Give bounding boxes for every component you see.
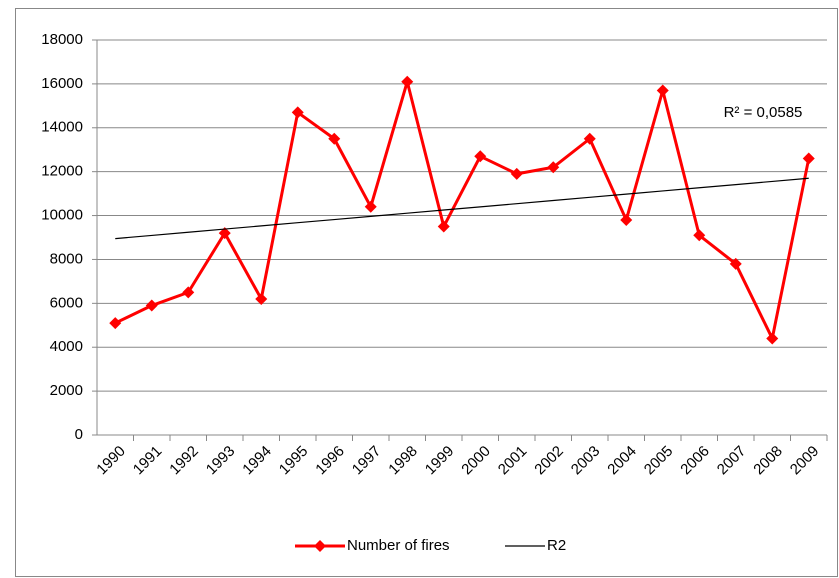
marker xyxy=(255,292,268,305)
marker xyxy=(656,84,669,97)
marker xyxy=(620,213,633,226)
marker xyxy=(766,332,779,345)
marker xyxy=(802,152,815,165)
marker xyxy=(182,286,195,299)
marker xyxy=(437,220,450,233)
series-line xyxy=(115,177,809,240)
marker xyxy=(510,167,523,180)
y-tick-label: 14000 xyxy=(41,119,83,136)
y-tick-label: 0 xyxy=(75,426,83,443)
marker xyxy=(729,257,742,270)
marker xyxy=(401,75,414,88)
marker xyxy=(693,229,706,242)
y-tick-label: 18000 xyxy=(41,31,83,48)
marker xyxy=(145,299,158,312)
y-tick-label: 8000 xyxy=(50,250,83,267)
annotation: R² = 0,0585 xyxy=(724,104,803,121)
marker xyxy=(474,150,487,163)
y-tick-label: 16000 xyxy=(41,75,83,92)
marker xyxy=(218,227,231,240)
series-line xyxy=(114,80,811,340)
chart-frame xyxy=(15,8,838,577)
legend-label: R2 xyxy=(547,537,566,554)
y-tick-label: 6000 xyxy=(50,294,83,311)
y-tick-label: 4000 xyxy=(50,338,83,355)
marker xyxy=(364,200,377,213)
marker xyxy=(583,132,596,145)
marker xyxy=(547,161,560,174)
y-tick-label: 10000 xyxy=(41,207,83,224)
y-tick-label: 12000 xyxy=(41,163,83,180)
legend-marker xyxy=(314,540,326,552)
legend-label: Number of fires xyxy=(347,537,450,554)
y-tick-label: 2000 xyxy=(50,382,83,399)
marker xyxy=(328,132,341,145)
marker xyxy=(109,317,122,330)
marker xyxy=(291,106,304,119)
